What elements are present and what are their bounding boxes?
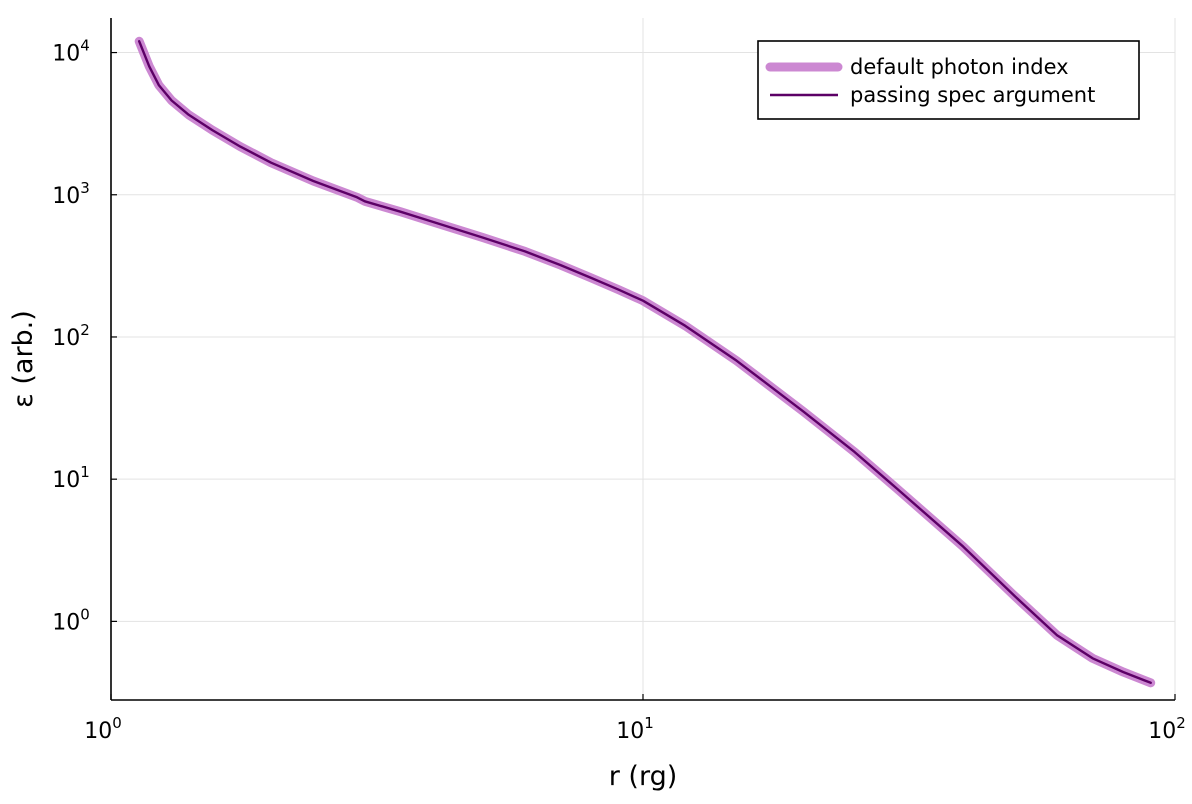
y-axis-title: ε (arb.) xyxy=(8,310,39,408)
legend-label-2: passing spec argument xyxy=(850,83,1095,107)
grid xyxy=(110,18,1176,700)
series-line-2 xyxy=(137,40,1152,684)
x-axis-title: r (rg) xyxy=(609,761,678,792)
y-tick-label: 104 xyxy=(52,37,90,67)
y-tick-label: 102 xyxy=(52,321,90,351)
legend-label-1: default photon index xyxy=(850,55,1069,79)
legend-box xyxy=(757,40,1140,120)
x-tick-label: 102 xyxy=(1148,714,1186,744)
tick-labels: 100 101 102 100 101 102 103 104 xyxy=(52,37,1186,744)
x-tick-label: 100 xyxy=(84,714,122,744)
axes xyxy=(110,18,1176,701)
y-tick-label: 101 xyxy=(52,463,90,493)
series-group xyxy=(134,36,1156,688)
y-tick-label: 103 xyxy=(52,179,90,209)
x-tick-label: 101 xyxy=(616,714,654,744)
y-tick-label: 100 xyxy=(52,605,90,635)
legend: default photon index passing spec argumen… xyxy=(757,40,1140,120)
